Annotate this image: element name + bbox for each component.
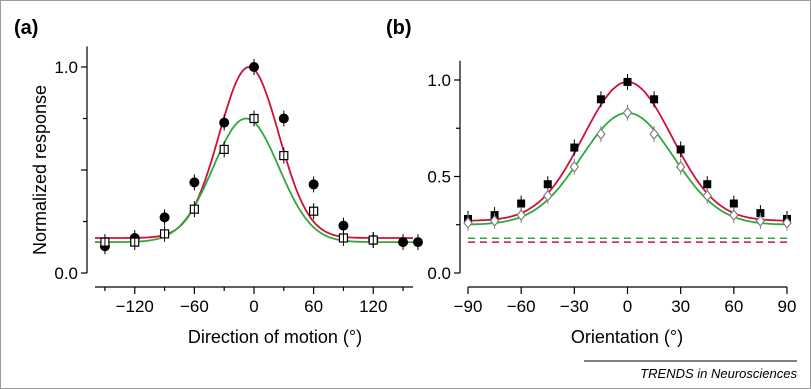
data-point-open-diamond (755, 214, 766, 227)
x-tick-label-b: 90 (778, 297, 797, 316)
data-point-open-diamond (596, 128, 606, 141)
data-point-filled-circle (189, 177, 200, 188)
y-axis-title-a: Normalized response (30, 85, 50, 255)
x-tick-label-a: 60 (304, 297, 323, 316)
y-tick-label-b: 1.0 (427, 71, 451, 90)
data-point-filled-square (729, 199, 738, 208)
data-point-filled-circle (249, 62, 259, 72)
y-tick-label-a: 0.0 (54, 264, 78, 283)
fit-curve-b-1 (467, 111, 788, 226)
y-tick-label-a: 1.0 (54, 58, 78, 77)
data-point-open-diamond (782, 216, 792, 229)
data-point-filled-square (703, 180, 712, 189)
x-tick-label-b: −60 (507, 297, 536, 316)
data-point-open-diamond (649, 128, 659, 141)
y-tick-label-b: 0.0 (427, 264, 451, 283)
data-point-filled-square (596, 95, 605, 104)
panel-b-plot: 0.0 0.5 1.0 −90 −60 −30 0 30 60 90 (427, 60, 797, 316)
data-point-filled-square (517, 199, 526, 208)
x-tick-label-b: −30 (560, 297, 589, 316)
data-point-open-diamond (463, 216, 473, 229)
data-point-filled-circle (338, 220, 349, 231)
data-point-filled-square (543, 180, 552, 189)
data-point-filled-circle (308, 179, 319, 190)
panel-a-plot: 0.0 1.0 −120 −60 0 60 120 (54, 46, 423, 316)
y-tick-label-b: 0.5 (427, 168, 451, 187)
data-point-open-diamond (542, 189, 553, 202)
panel-label-b: (b) (386, 17, 412, 39)
data-point-filled-square (623, 77, 632, 86)
x-tick-label-b: −90 (454, 297, 483, 316)
x-axis-title-a: Direction of motion (°) (188, 327, 362, 347)
data-point-filled-circle (278, 113, 289, 124)
data-point-filled-circle (159, 212, 170, 223)
x-tick-label-b: 30 (671, 297, 690, 316)
data-point-open-diamond (489, 214, 500, 227)
data-point-filled-square (676, 145, 685, 154)
x-tick-label-a: 120 (359, 297, 387, 316)
data-point-filled-circle (219, 117, 230, 128)
data-point-filled-square (570, 143, 579, 152)
data-point-open-diamond (569, 160, 580, 173)
fit-curve-a-0 (95, 66, 413, 239)
fit-curve-a-1 (95, 117, 413, 243)
data-point-filled-circle (398, 237, 409, 248)
data-point-open-diamond (622, 106, 633, 119)
data-point-open-diamond (702, 189, 713, 202)
x-tick-label-b: 60 (724, 297, 743, 316)
x-tick-label-a: −60 (180, 297, 209, 316)
source-credit: TRENDS in Neurosciences (640, 366, 797, 381)
x-tick-label-a: −120 (116, 297, 154, 316)
x-tick-label-a: 0 (249, 297, 258, 316)
data-point-filled-circle (412, 237, 423, 248)
panel-label-a: (a) (14, 17, 38, 39)
data-point-open-diamond (675, 160, 686, 173)
x-axis-title-b: Orientation (°) (571, 327, 683, 347)
data-point-open-diamond (516, 209, 526, 222)
fit-curve-b-0 (467, 80, 788, 222)
data-point-filled-square (650, 95, 659, 104)
x-tick-label-b: 0 (623, 297, 632, 316)
data-point-open-diamond (729, 209, 739, 222)
